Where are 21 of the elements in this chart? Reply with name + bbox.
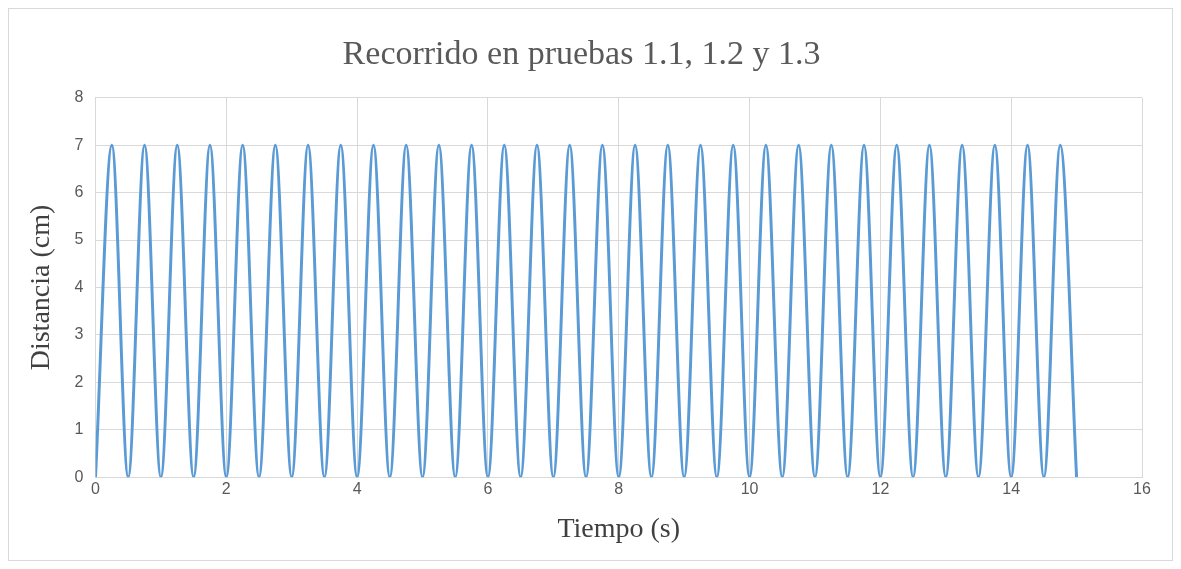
- x-tick-label: 14: [1002, 480, 1021, 498]
- x-tick-label: 0: [91, 480, 101, 498]
- x-tick-label: 2: [221, 480, 231, 498]
- x-tick-label: 8: [614, 480, 624, 498]
- x-tick-label: 4: [352, 480, 362, 498]
- x-axis-title: Tiempo (s): [557, 511, 681, 543]
- y-tick-label: 4: [74, 277, 84, 295]
- x-tick-label: 16: [1133, 480, 1151, 498]
- x-tick-label: 12: [871, 480, 890, 498]
- x-tick-label: 10: [740, 480, 759, 498]
- y-tick-label: 1: [74, 420, 84, 438]
- x-tick-label: 6: [483, 480, 493, 498]
- y-tick-label: 2: [74, 372, 84, 390]
- y-tick-label: 6: [74, 183, 84, 201]
- y-axis-title: Distancia (cm): [24, 204, 56, 371]
- y-tick-label: 0: [74, 467, 84, 485]
- chart-title: Recorrido en pruebas 1.1, 1.2 y 1.3: [342, 34, 821, 72]
- y-tick-label: 5: [74, 230, 84, 248]
- y-tick-label: 3: [74, 325, 84, 343]
- y-tick-label: 8: [74, 88, 84, 106]
- y-tick-label: 7: [74, 135, 84, 153]
